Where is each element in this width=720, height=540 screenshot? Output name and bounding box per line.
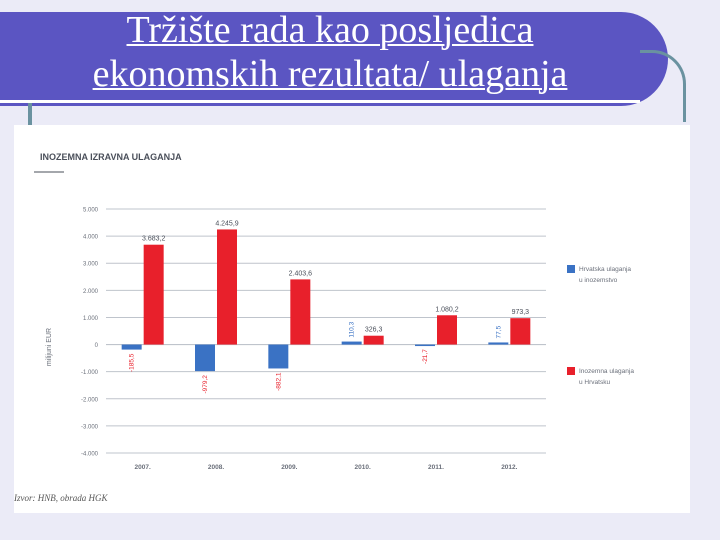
data-label-outward: -979,2 [202,375,209,394]
x-tick-label: 2010. [355,464,371,471]
decorative-corner-line [640,50,686,122]
y-axis-label: milijuni EUR [46,328,53,366]
y-tick-label: 3.000 [83,262,99,268]
bar-outward [195,344,215,372]
x-tick-label: 2008. [208,464,224,471]
y-tick-label: 1.000 [83,316,99,322]
fdi-chart: INOZEMNA IZRAVNA ULAGANJA 5.000 4.000 3.00… [13,152,634,503]
data-label-outward: -21,7 [422,349,429,364]
x-tick-label: 2011. [428,464,444,471]
bar-inward [510,318,531,345]
bar-inward [290,279,311,345]
bar-outward [341,341,362,345]
data-label-outward: 110,3 [349,321,356,337]
y-tick-label: -1.000 [81,370,99,376]
slide-title: Tržište rada kao posljedica ekonomskih r… [0,8,660,96]
bar-inward [363,335,384,345]
legend: Hrvatska ulaganja u inozemstvo Inozemna ul… [567,265,634,386]
data-labels: -185,5 3.683,2 -979,2 4.245,9 -882,1 2.403,6 1… [129,220,530,393]
bar-inward [143,244,164,345]
y-tick-label: 4.000 [83,235,99,241]
data-label-outward: -185,5 [129,353,136,372]
decorative-left-rule [28,103,32,131]
data-label-inward: 1.080,2 [435,306,458,313]
legend-label: Inozemna ulaganja u Hrvatsku [579,368,634,386]
data-label-outward: -882,1 [275,372,282,391]
bars [121,229,531,372]
y-tick-label: 5.000 [83,208,99,214]
x-tick-labels: 2007. 2008. 2009. 2010. 2011. 2012. [135,464,518,471]
source-note: Izvor: HNB, obrada HGK [14,493,108,503]
y-tick-label: -4.000 [81,452,99,458]
y-tick-labels: 5.000 4.000 3.000 2.000 1.000 0 -1.000 -2.000 -3… [81,208,99,458]
data-label-inward: 3.683,2 [142,236,165,243]
y-tick-label: -2.000 [81,397,99,403]
bar-outward [121,344,142,350]
data-label-inward: 4.245,9 [215,220,238,227]
x-tick-label: 2012. [501,464,517,471]
chart-panel: INOZEMNA IZRAVNA ULAGANJA 5.000 4.000 3.00… [13,125,690,513]
title-banner [0,12,668,106]
title-underline-bar [0,100,640,103]
y-tick-label: -3.000 [81,424,99,430]
y-tick-label: 2.000 [83,289,99,295]
slide-title-line2: ekonomskih rezultata/ ulaganja [92,53,568,95]
bar-outward [268,344,289,369]
x-tick-label: 2007. [135,464,151,471]
data-label-inward: 973,3 [512,309,530,316]
data-label-outward: 77,5 [495,325,502,338]
chart-title: INOZEMNA IZRAVNA ULAGANJA [40,152,182,162]
legend-swatch [567,367,575,375]
bar-outward [488,342,509,345]
slide-title-line1: Tržište rada kao posljedica [126,9,534,51]
y-tick-label: 0 [95,343,99,349]
data-label-inward: 2.403,6 [289,270,312,277]
bar-outward [415,344,435,347]
bar-inward [437,315,457,345]
legend-swatch [567,265,575,273]
grid-layer [106,208,546,454]
bar-inward [217,229,237,345]
legend-label: Hrvatska ulaganja u inozemstvo [579,266,631,284]
x-tick-label: 2009. [281,464,297,471]
data-label-inward: 326,3 [365,327,383,334]
